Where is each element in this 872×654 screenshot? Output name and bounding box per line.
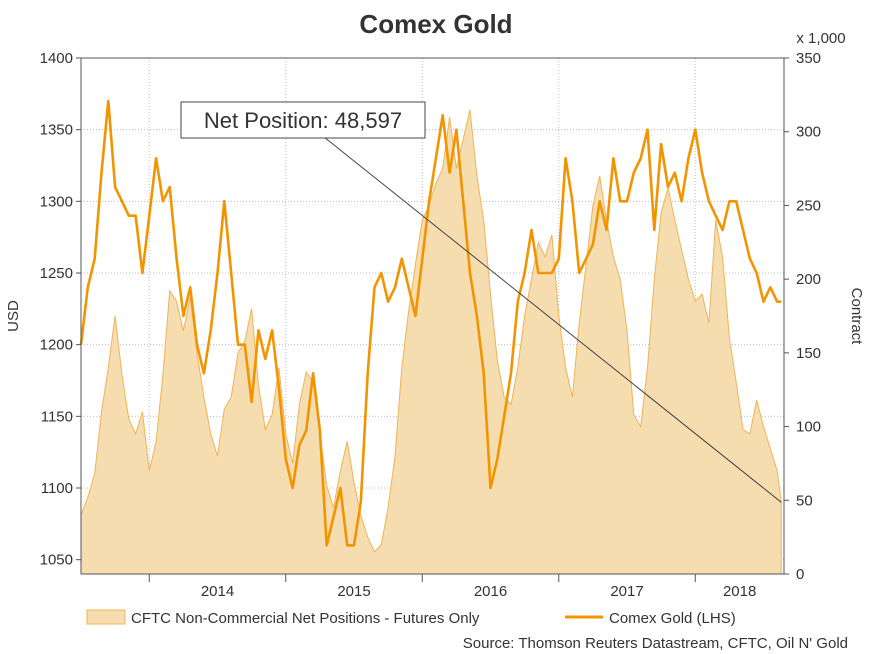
callout-leader-line — [323, 136, 782, 503]
x-tick-label: 2014 — [201, 583, 234, 600]
left-tick-label: 1100 — [41, 480, 73, 497]
left-tick-label: 1050 — [40, 552, 73, 569]
left-tick-label: 1300 — [40, 193, 73, 210]
plot-frame — [80, 57, 785, 575]
gold-price-line-path — [79, 99, 782, 547]
right-tick-label: 250 — [796, 197, 821, 214]
left-y-axis: 1050 1100 1150 1200 1250 1300 1350 1400 — [40, 50, 81, 569]
chart-title: Comex Gold — [359, 9, 512, 39]
x-tick-label: 2017 — [610, 583, 643, 600]
source-note: Source: Thomson Reuters Datastream, CFTC… — [463, 635, 848, 652]
x-tick-label: 2018 — [723, 583, 756, 600]
right-tick-label: 300 — [796, 124, 821, 141]
right-y-axis: 0 50 100 150 200 250 300 350 — [784, 50, 821, 583]
right-tick-label: 150 — [796, 345, 821, 362]
left-tick-label: 1250 — [40, 265, 73, 282]
left-tick-label: 1400 — [40, 50, 73, 67]
x-tick-label: 2015 — [337, 583, 370, 600]
right-axis-multiplier: x 1,000 — [796, 30, 845, 47]
right-tick-label: 100 — [796, 419, 821, 436]
left-tick-label: 1150 — [41, 408, 73, 425]
legend-area-swatch — [86, 609, 126, 625]
left-tick-label: 1200 — [40, 337, 73, 354]
x-axis: 2014 2015 2016 2017 2018 — [148, 574, 756, 600]
legend-item-net-positions: CFTC Non-Commercial Net Positions - Futu… — [86, 609, 480, 627]
legend-item-gold: Comex Gold (LHS) — [565, 610, 736, 627]
legend: CFTC Non-Commercial Net Positions - Futu… — [86, 609, 736, 627]
right-axis-title: Contract — [848, 288, 865, 346]
x-tick-label: 2016 — [474, 583, 507, 600]
right-tick-label: 350 — [796, 50, 821, 67]
right-tick-label: 200 — [796, 271, 821, 288]
right-tick-label: 50 — [796, 492, 813, 509]
left-axis-title: USD — [5, 300, 22, 332]
annotation-callout: Net Position: 48,597 — [180, 101, 782, 503]
callout-box — [180, 101, 426, 139]
right-tick-label: 0 — [796, 566, 804, 583]
left-tick-label: 1350 — [40, 122, 73, 139]
callout-label: Net Position: 48,597 — [204, 108, 402, 133]
legend-label-net-positions: CFTC Non-Commercial Net Positions - Futu… — [131, 610, 480, 627]
legend-label-gold: Comex Gold (LHS) — [609, 610, 736, 627]
gold-price-line — [79, 99, 782, 547]
